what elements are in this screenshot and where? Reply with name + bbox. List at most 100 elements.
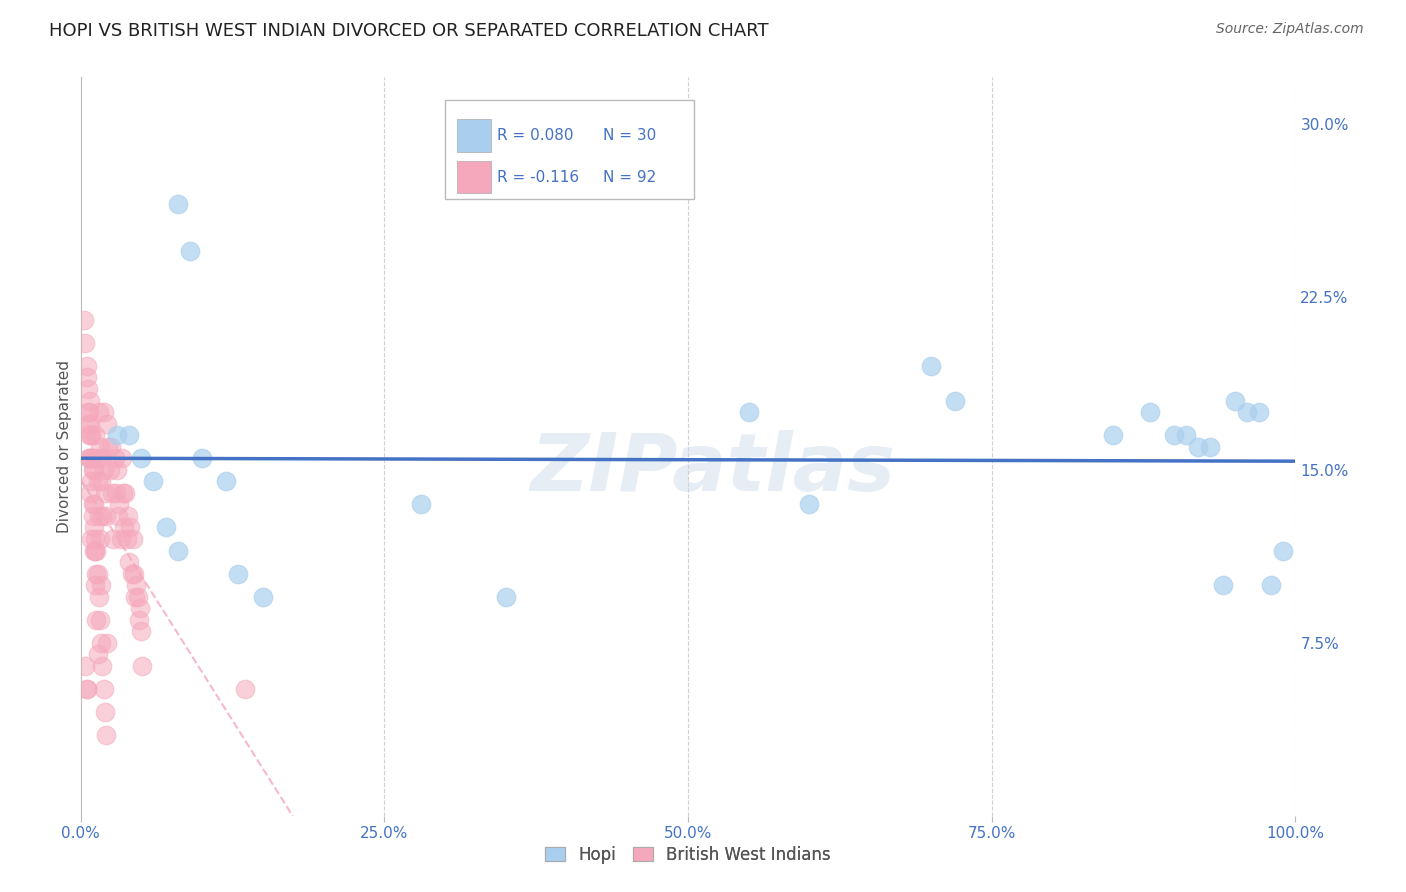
Point — [90, 475, 112, 489]
Point — [94, 705, 117, 719]
Point — [84, 543, 107, 558]
Point — [1199, 440, 1222, 454]
Point — [76, 405, 98, 419]
Y-axis label: Divorced or Separated: Divorced or Separated — [58, 360, 72, 533]
Point — [80, 428, 103, 442]
Point — [118, 428, 141, 442]
Point — [127, 590, 149, 604]
Point — [84, 428, 107, 442]
Point — [105, 428, 128, 442]
Point — [104, 485, 127, 500]
Point — [103, 532, 125, 546]
Text: N = 30: N = 30 — [603, 128, 657, 143]
FancyBboxPatch shape — [457, 161, 491, 194]
Point — [82, 451, 104, 466]
Point — [122, 566, 145, 581]
Point — [252, 590, 274, 604]
FancyBboxPatch shape — [444, 100, 695, 199]
Point — [1187, 440, 1209, 454]
Text: R = 0.080: R = 0.080 — [498, 128, 574, 143]
Point — [121, 532, 143, 546]
Point — [1163, 428, 1185, 442]
Point — [86, 566, 108, 581]
Point — [79, 451, 101, 466]
Point — [82, 463, 104, 477]
Point — [125, 578, 148, 592]
Point — [84, 566, 107, 581]
Text: HOPI VS BRITISH WEST INDIAN DIVORCED OR SEPARATED CORRELATION CHART: HOPI VS BRITISH WEST INDIAN DIVORCED OR … — [49, 22, 769, 40]
Point — [77, 451, 100, 466]
Point — [93, 463, 115, 477]
Point — [129, 451, 152, 466]
Point — [155, 520, 177, 534]
Point — [166, 543, 188, 558]
Point — [129, 601, 152, 615]
Point — [1272, 543, 1295, 558]
Point — [1260, 578, 1282, 592]
Point — [129, 624, 152, 639]
Point — [90, 578, 112, 592]
Point — [1139, 405, 1161, 419]
Point — [799, 497, 821, 511]
Point — [93, 681, 115, 696]
Point — [84, 578, 107, 592]
Point — [96, 417, 118, 431]
Point — [90, 636, 112, 650]
Point — [76, 370, 98, 384]
Point — [94, 728, 117, 742]
Point — [131, 659, 153, 673]
Point — [166, 197, 188, 211]
Point — [98, 463, 121, 477]
Point — [738, 405, 761, 419]
Point — [409, 497, 432, 511]
Point — [84, 451, 107, 466]
Point — [94, 508, 117, 523]
Point — [76, 417, 98, 431]
Point — [84, 543, 107, 558]
Point — [215, 475, 238, 489]
Point — [77, 451, 100, 466]
Point — [86, 475, 108, 489]
Point — [1247, 405, 1270, 419]
Point — [191, 451, 214, 466]
Point — [76, 681, 98, 696]
Point — [80, 475, 103, 489]
Point — [105, 463, 128, 477]
Text: N = 92: N = 92 — [603, 169, 657, 185]
Point — [118, 555, 141, 569]
Point — [87, 405, 110, 419]
Point — [83, 463, 105, 477]
Point — [114, 485, 136, 500]
Point — [228, 566, 250, 581]
Point — [84, 613, 107, 627]
Point — [120, 520, 142, 534]
Point — [96, 636, 118, 650]
Point — [97, 440, 120, 454]
Point — [142, 475, 165, 489]
Point — [79, 417, 101, 431]
Point — [73, 312, 96, 326]
Point — [107, 508, 129, 523]
Point — [75, 335, 97, 350]
Point — [82, 497, 104, 511]
Point — [76, 359, 98, 373]
Point — [83, 520, 105, 534]
Point — [89, 440, 111, 454]
Point — [79, 485, 101, 500]
Point — [233, 681, 256, 696]
Point — [77, 405, 100, 419]
Point — [920, 359, 942, 373]
Point — [1212, 578, 1234, 592]
Point — [112, 520, 135, 534]
Point — [91, 451, 114, 466]
Text: ZIPatlas: ZIPatlas — [530, 430, 894, 508]
Point — [101, 485, 124, 500]
Point — [103, 451, 125, 466]
Point — [86, 648, 108, 662]
Point — [79, 393, 101, 408]
Point — [83, 497, 105, 511]
Point — [89, 613, 111, 627]
Point — [87, 508, 110, 523]
Point — [82, 508, 104, 523]
Point — [75, 659, 97, 673]
